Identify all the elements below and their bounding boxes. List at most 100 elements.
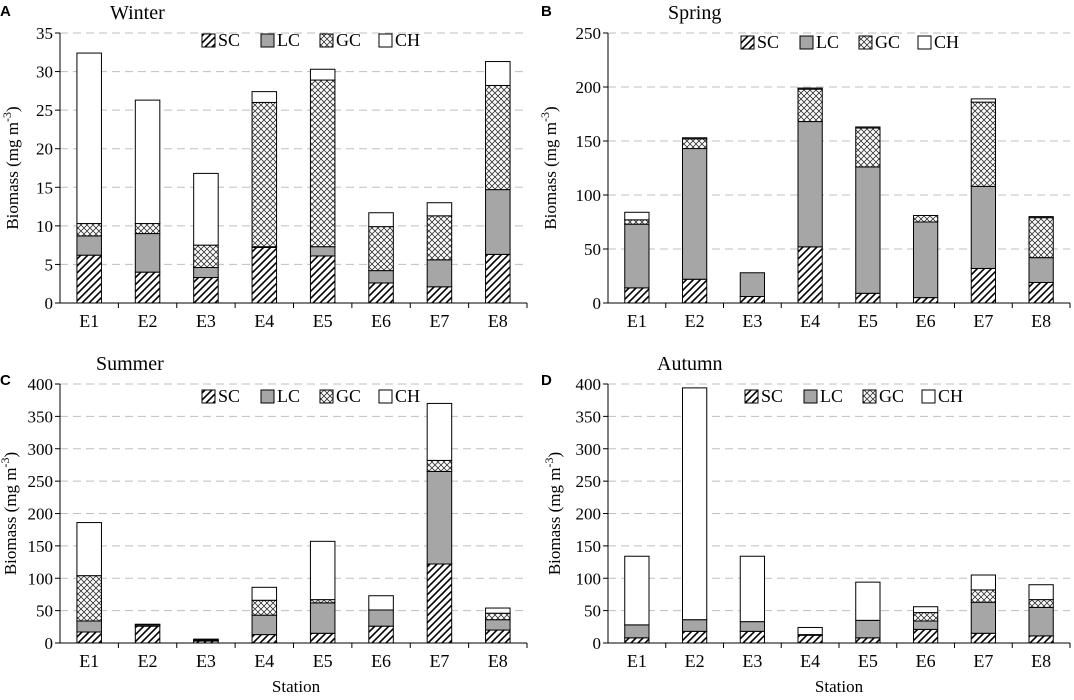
bar-e7-ch xyxy=(426,402,453,461)
x-tick-label: E2 xyxy=(138,311,158,331)
x-tick-label: E1 xyxy=(627,651,647,671)
panel-letter: C xyxy=(0,372,11,389)
legend-label-ch: CH xyxy=(395,30,420,50)
y-tick-label: 200 xyxy=(576,505,602,524)
y-tick-label: 250 xyxy=(28,472,54,491)
bar-e1-ch xyxy=(624,555,650,626)
bar-e8-gc xyxy=(485,84,511,191)
legend-swatch-sc xyxy=(744,389,759,404)
bar-e1-lc xyxy=(76,235,102,256)
bar-e5-sc xyxy=(855,637,881,644)
bar-e7-sc xyxy=(970,267,997,304)
legend-label-gc: GC xyxy=(875,32,900,52)
legend-label-gc: GC xyxy=(336,30,361,50)
bar-e6-sc xyxy=(912,628,939,644)
bar-e3-sc xyxy=(739,630,766,644)
bar-e5-lc xyxy=(309,602,336,634)
bar-e8-gc xyxy=(1028,599,1054,608)
bar-e3-lc xyxy=(739,272,766,298)
legend-swatch-gc xyxy=(319,33,334,48)
bar-e5-lc xyxy=(855,166,881,294)
bar-e7-ch xyxy=(426,202,453,217)
y-axis-label: Biomass (mg m-3) xyxy=(542,452,564,575)
bar-e6-lc xyxy=(368,270,394,284)
bar-e8-ch xyxy=(485,607,511,614)
x-tick-label: E4 xyxy=(254,651,274,671)
bar-e4-gc xyxy=(797,88,823,123)
legend-swatch-ch xyxy=(917,35,932,50)
y-tick-label: 50 xyxy=(584,602,601,621)
legend-label-ch: CH xyxy=(934,32,959,52)
x-tick-label: E2 xyxy=(138,651,158,671)
legend-swatch-sc xyxy=(740,35,755,50)
y-tick-label: 100 xyxy=(576,569,602,588)
bar-e8-ch xyxy=(485,61,511,86)
legend-label-sc: SC xyxy=(218,386,240,406)
x-tick-label: E6 xyxy=(916,311,936,331)
bar-e2-lc xyxy=(681,148,708,280)
x-tick-label: E1 xyxy=(627,311,647,331)
bar-e1-gc xyxy=(76,575,102,622)
y-tick-label: 0 xyxy=(45,294,54,313)
bar-e1-sc xyxy=(624,637,650,644)
bar-e4-sc xyxy=(797,246,823,304)
y-tick-label: 250 xyxy=(576,472,602,491)
bar-e3-ch xyxy=(739,555,766,623)
legend-label-lc: LC xyxy=(820,386,843,406)
bar-e7-lc xyxy=(426,470,453,565)
x-tick-label: E7 xyxy=(429,311,449,331)
legend-swatch-gc xyxy=(319,389,334,404)
bar-e6-sc xyxy=(368,625,394,644)
bar-e1-sc xyxy=(76,631,102,644)
bar-e6-lc xyxy=(912,221,939,299)
bar-e2-lc xyxy=(681,619,708,632)
x-tick-label: E5 xyxy=(313,311,333,331)
panel-letter: A xyxy=(0,3,11,20)
bar-e5-gc xyxy=(309,79,336,248)
y-tick-label: 250 xyxy=(576,24,602,43)
bar-e7-gc xyxy=(426,215,453,261)
y-tick-label: 50 xyxy=(584,240,601,259)
bar-e8-lc xyxy=(1028,257,1054,283)
bar-e5-sc xyxy=(309,255,336,304)
bar-e1-ch xyxy=(76,52,102,225)
bar-e4-lc xyxy=(797,121,823,248)
bar-e2-ch xyxy=(134,99,161,225)
x-tick-label: E4 xyxy=(254,311,274,331)
y-tick-label: 300 xyxy=(576,440,602,459)
legend-swatch-lc xyxy=(260,33,275,48)
y-tick-label: 200 xyxy=(576,78,602,97)
y-tick-label: 20 xyxy=(36,140,53,159)
x-tick-label: E3 xyxy=(196,651,216,671)
x-tick-label: E1 xyxy=(79,311,99,331)
x-tick-label: E7 xyxy=(973,311,993,331)
x-tick-label: E6 xyxy=(371,311,391,331)
legend-swatch-gc xyxy=(858,35,873,50)
x-tick-label: E3 xyxy=(742,311,762,331)
bar-e8-ch xyxy=(1028,216,1054,219)
panel-letter: B xyxy=(541,3,552,20)
legend-swatch-ch xyxy=(378,33,393,48)
y-tick-label: 5 xyxy=(45,255,54,274)
legend-label-lc: LC xyxy=(277,30,300,50)
legend-swatch-ch xyxy=(921,389,936,404)
bar-e7-sc xyxy=(970,632,997,644)
bar-e6-sc xyxy=(368,282,394,304)
panel-title: Spring xyxy=(668,2,721,24)
x-tick-label: E3 xyxy=(196,311,216,331)
bar-e7-sc xyxy=(426,286,453,304)
bar-e2-sc xyxy=(681,278,708,304)
y-tick-label: 200 xyxy=(28,505,54,524)
bar-e7-gc xyxy=(970,101,997,187)
bar-e5-ch xyxy=(855,581,881,621)
bar-e8-gc xyxy=(1028,217,1054,259)
panel-autumn: D Autumn 0 50 100 150 200 250 300 350 400 Biomass (… xyxy=(541,353,1071,696)
bar-e4-ch xyxy=(251,91,278,103)
bar-e7-sc xyxy=(426,563,453,644)
x-tick-label: E5 xyxy=(858,651,878,671)
panel-winter: A Winter 0 5 10 15 20 25 30 35 Biomass (mg m-3) E1 E… xyxy=(0,2,528,331)
legend-label-lc: LC xyxy=(816,32,839,52)
bar-e4-sc xyxy=(797,634,823,644)
bar-e1-sc xyxy=(624,287,650,304)
bar-e2-gc xyxy=(134,223,161,235)
